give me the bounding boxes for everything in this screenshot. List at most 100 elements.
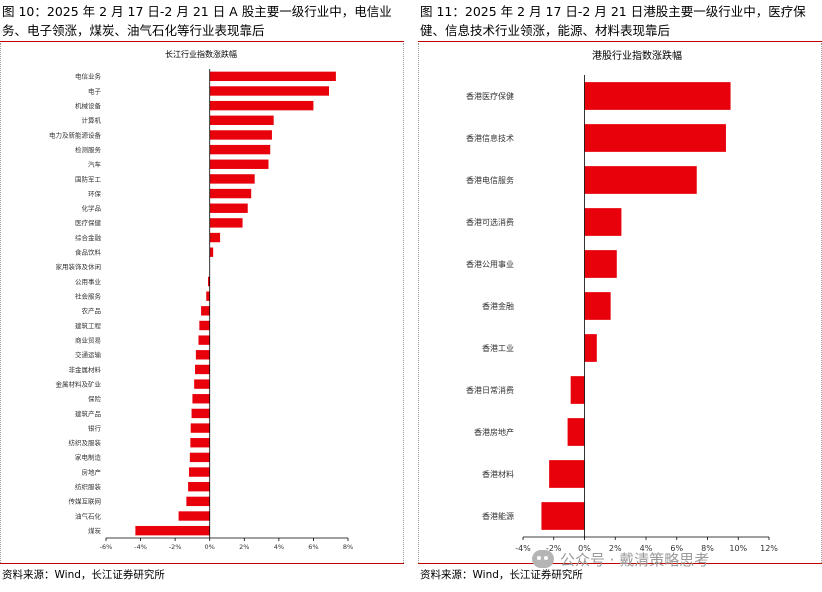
bar	[209, 100, 314, 111]
x-tick-label: 0%	[205, 543, 215, 551]
x-tick-label: 10%	[729, 544, 747, 553]
watermark: 公众号 · 戴清策略思考	[532, 546, 709, 572]
bar	[135, 525, 210, 536]
x-tick-label: 0%	[578, 544, 591, 553]
category-label: 金属材料及矿业	[56, 379, 102, 388]
bar	[209, 247, 214, 257]
bar	[209, 203, 248, 213]
left-source-note: 资料来源：Wind，长江证券研究所	[2, 569, 165, 581]
bar	[209, 144, 271, 155]
category-label: 机械设备	[75, 101, 102, 110]
bar	[190, 438, 210, 448]
x-tick-label: 2%	[609, 544, 622, 553]
x-tick-label: 8%	[701, 544, 714, 553]
bar	[194, 379, 210, 389]
left-title-rule	[0, 41, 404, 42]
bar	[584, 124, 726, 152]
category-label: 社会服务	[75, 292, 102, 301]
bar	[201, 306, 210, 316]
category-label: 医疗保健	[75, 218, 102, 227]
left-figure-title: 图 10：2025 年 2 月 17 日-2 月 21 日 A 股主要一级行业中…	[2, 4, 392, 38]
bar	[207, 276, 210, 287]
bar	[209, 188, 252, 199]
bar	[584, 334, 597, 362]
bar	[186, 496, 210, 507]
bar	[192, 394, 210, 404]
category-label: 香港房地产	[474, 427, 514, 437]
category-label: 香港信息技术	[466, 133, 514, 143]
bar	[195, 350, 210, 360]
right-figure-title: 图 11：2025 年 2 月 17 日-2 月 21 日港股主要一级行业中，医…	[420, 4, 806, 38]
bar	[549, 460, 585, 488]
category-label: 公用事业	[75, 277, 102, 286]
category-label: 油气石化	[75, 511, 102, 520]
x-tick-label: 6%	[308, 543, 318, 551]
category-label: 食品饮料	[75, 248, 102, 257]
bar	[190, 423, 210, 433]
bar	[209, 174, 255, 184]
right-chart-frame: 港股行业指数涨跌幅 香港医疗保健 香港信息技术 香港电信服务 香港可选消费 香港公用事业香…	[418, 43, 822, 563]
bar	[188, 467, 210, 477]
category-label: 计算机	[82, 116, 102, 125]
right-title-rule	[418, 41, 822, 42]
category-label: 香港材料	[482, 469, 514, 479]
bar	[199, 320, 210, 331]
category-label: 综合金融	[75, 233, 102, 242]
bar	[209, 115, 274, 125]
left-figure-panel: 图 10：2025 年 2 月 17 日-2 月 21 日 A 股主要一级行业中…	[0, 0, 404, 592]
chart-title: 港股行业指数涨跌幅	[592, 49, 682, 62]
category-label: 香港工业	[482, 343, 514, 353]
category-label: 传媒互联网	[69, 497, 102, 506]
wechat-icon	[532, 550, 554, 568]
bar	[209, 86, 329, 96]
right-figure-panel: 图 11：2025 年 2 月 17 日-2 月 21 日港股主要一级行业中，医…	[418, 0, 822, 592]
category-label: 香港能源	[482, 511, 514, 521]
bar	[584, 208, 622, 236]
bar	[178, 511, 210, 521]
bar	[209, 71, 336, 82]
category-label: 香港医疗保健	[466, 91, 514, 101]
x-tick-label: -2%	[169, 543, 182, 551]
bar	[209, 159, 269, 169]
left-source-rule	[0, 563, 404, 564]
category-label: 家用装饰及休闲	[56, 262, 102, 271]
x-tick-label: -6%	[100, 543, 113, 551]
bar	[570, 376, 585, 404]
category-label: 电信业务	[75, 72, 102, 81]
x-tick-label: -4%	[134, 543, 147, 551]
left-chart-frame: 长江行业指数涨跌幅 电信业务 电子 机械设备 计算机 电力及新能源设备 检测服务 汽车 国防军工…	[0, 43, 404, 563]
category-label: 农产品	[82, 306, 102, 315]
bar	[198, 335, 210, 345]
bar	[584, 292, 611, 320]
category-label: 家电制造	[75, 453, 102, 462]
chart-title: 长江行业指数涨跌幅	[165, 49, 237, 59]
category-label: 检测服务	[75, 145, 102, 154]
x-tick-label: 8%	[343, 543, 353, 551]
bar	[206, 291, 210, 301]
category-label: 香港公用事业	[466, 259, 514, 269]
x-tick-label: 12%	[760, 544, 778, 553]
bar	[188, 482, 210, 492]
bar	[209, 130, 272, 140]
category-label: 香港可选消费	[466, 217, 514, 227]
category-label: 电子	[88, 86, 102, 95]
bar	[209, 232, 221, 243]
category-label: 环保	[88, 189, 102, 198]
right-source-rule	[418, 563, 822, 564]
category-label: 房地产	[82, 467, 102, 476]
bar	[541, 502, 585, 530]
category-label: 保险	[88, 394, 102, 403]
x-tick-label: -4%	[515, 544, 531, 553]
category-label: 国防军工	[75, 174, 102, 183]
x-tick-label: 2%	[239, 543, 249, 551]
right-source-note: 资料来源：Wind，长江证券研究所	[420, 569, 583, 581]
category-label: 化学品	[82, 204, 102, 213]
hk-industry-chart: 港股行业指数涨跌幅香港医疗保健香港信息技术香港电信服务香港可选消费香港公用事业香…	[466, 49, 778, 553]
category-label: 商业贸易	[75, 335, 101, 344]
bar	[189, 452, 210, 463]
category-label: 建筑产品	[75, 409, 101, 418]
category-label: 建筑工程	[75, 321, 102, 330]
x-tick-label: 4%	[274, 543, 284, 551]
category-label: 纺织服装	[75, 482, 102, 491]
category-label: 香港日常消费	[466, 385, 514, 395]
